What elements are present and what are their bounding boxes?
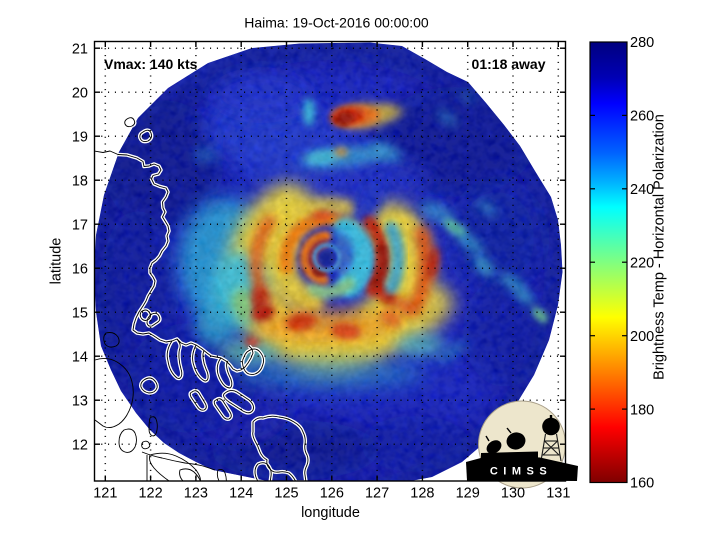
svg-text:longitude: longitude	[301, 505, 360, 521]
svg-text:130: 130	[501, 486, 525, 502]
svg-text:Brightness Temp - Horizontal P: Brightness Temp - Horizontal Polarizatio…	[652, 114, 668, 380]
svg-text:240: 240	[630, 182, 654, 198]
svg-text:15: 15	[72, 305, 88, 321]
svg-text:CIMSS: CIMSS	[490, 466, 552, 478]
svg-text:Haima: 19-Oct-2016 00:00:00: Haima: 19-Oct-2016 00:00:00	[244, 15, 429, 31]
svg-text:125: 125	[274, 486, 298, 502]
svg-text:16: 16	[72, 261, 88, 277]
svg-text:128: 128	[410, 486, 434, 502]
svg-text:126: 126	[320, 486, 344, 502]
svg-text:18: 18	[72, 173, 88, 189]
svg-text:127: 127	[365, 486, 389, 502]
svg-text:160: 160	[630, 476, 654, 492]
svg-text:180: 180	[630, 402, 654, 418]
svg-text:19: 19	[72, 129, 88, 145]
svg-text:12: 12	[72, 437, 88, 453]
svg-text:122: 122	[138, 486, 162, 502]
svg-text:123: 123	[184, 486, 208, 502]
svg-text:17: 17	[72, 217, 88, 233]
svg-text:129: 129	[456, 486, 480, 502]
svg-text:01:18 away: 01:18 away	[472, 56, 546, 72]
svg-text:280: 280	[630, 35, 654, 51]
svg-text:200: 200	[630, 329, 654, 345]
svg-text:20: 20	[72, 85, 88, 101]
svg-text:260: 260	[630, 109, 654, 125]
svg-text:latitude: latitude	[49, 238, 65, 285]
svg-text:124: 124	[229, 486, 253, 502]
svg-text:21: 21	[72, 41, 88, 57]
svg-text:220: 220	[630, 255, 654, 271]
svg-text:121: 121	[93, 486, 117, 502]
svg-text:131: 131	[546, 486, 570, 502]
svg-text:Vmax: 140 kts: Vmax: 140 kts	[104, 56, 198, 72]
svg-text:14: 14	[72, 349, 88, 365]
svg-text:13: 13	[72, 393, 88, 409]
